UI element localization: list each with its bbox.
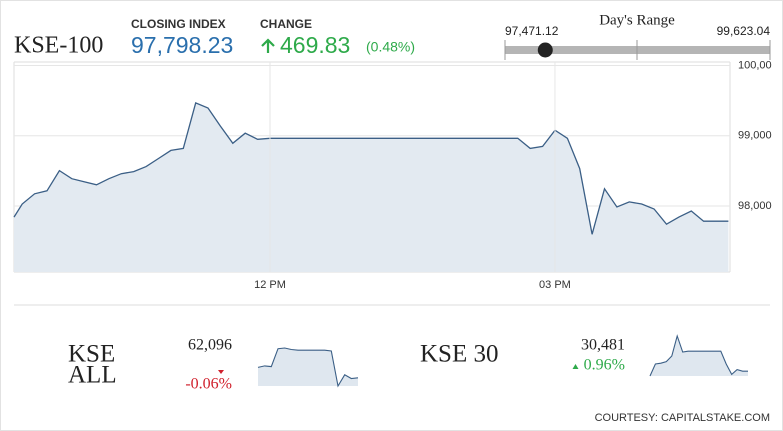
x-tick-label: 03 PM bbox=[539, 279, 571, 291]
closing-value: 97,798.23 bbox=[131, 32, 233, 58]
y-tick-label: 99,000 bbox=[738, 130, 772, 142]
price-line bbox=[13, 102, 729, 235]
change-percent: (0.48%) bbox=[366, 39, 415, 55]
index-change: 0.96% bbox=[584, 357, 625, 374]
sparkline bbox=[257, 347, 359, 388]
range-title: Day's Range bbox=[599, 12, 675, 28]
change-value: 469.83 bbox=[280, 32, 350, 58]
index-change: -0.06% bbox=[185, 376, 232, 393]
footer: COURTESY: CAPITALSTAKE.COM bbox=[595, 412, 770, 424]
up-arrow bbox=[572, 364, 579, 369]
index-name: ALL bbox=[68, 362, 117, 389]
index-value: 30,481 bbox=[581, 337, 625, 354]
up-arrow bbox=[261, 38, 275, 53]
closing-label: CLOSING INDEX bbox=[131, 17, 226, 31]
index-name: KSE 30 bbox=[420, 341, 498, 368]
range-high: 99,623.04 bbox=[717, 24, 771, 38]
y-tick-label: 98,000 bbox=[738, 200, 772, 212]
range-knob bbox=[537, 42, 553, 58]
sparkline-area bbox=[258, 348, 358, 386]
y-tick-label: 100,00 bbox=[738, 59, 772, 71]
area bbox=[14, 102, 729, 273]
index-value: 62,096 bbox=[188, 337, 232, 354]
down-arrow bbox=[218, 370, 224, 374]
symbol: KSE-100 bbox=[14, 33, 103, 59]
index-name: KSE bbox=[68, 341, 115, 368]
range-low: 97,471.12 bbox=[505, 24, 559, 38]
sparkline bbox=[649, 334, 748, 377]
change-label: CHANGE bbox=[260, 17, 312, 31]
x-tick-label: 12 PM bbox=[254, 279, 286, 291]
